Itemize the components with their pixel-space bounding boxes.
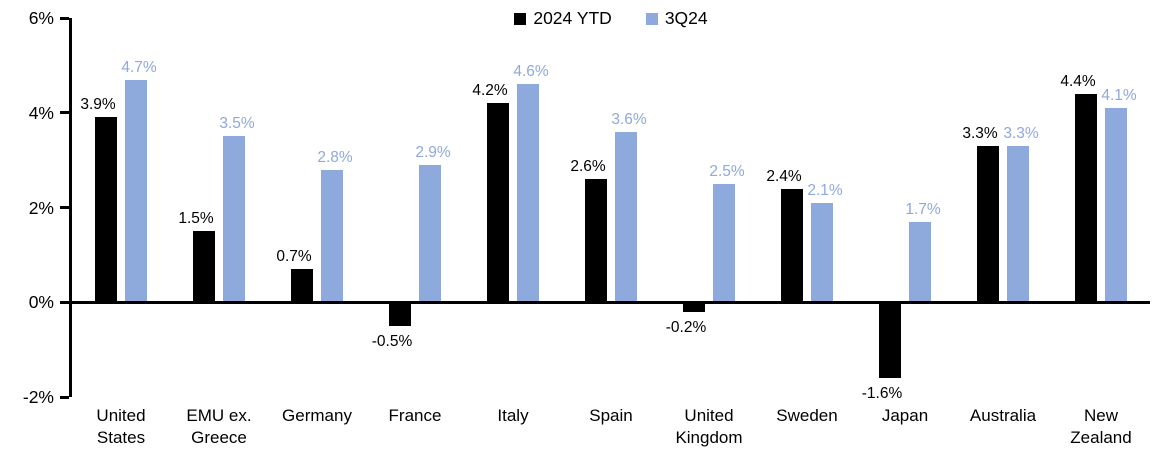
y-axis-tick: [60, 300, 69, 304]
value-label-3q24-8: 1.7%: [905, 200, 941, 218]
value-label-3q24-7: 2.1%: [807, 181, 843, 199]
x-category-label: United Kingdom: [675, 406, 743, 448]
value-label-3q24-6: 2.5%: [709, 162, 745, 180]
x-category-label: Sweden: [776, 406, 838, 425]
bar-2024-ytd-5: [585, 179, 607, 303]
value-label-2024-ytd-1: 1.5%: [178, 210, 214, 228]
value-label-3q24-4: 4.6%: [513, 63, 549, 81]
y-tick-label: 4%: [28, 102, 54, 123]
bar-2024-ytd-7: [781, 188, 803, 303]
bar-3q24-3: [419, 164, 441, 303]
value-label-2024-ytd-3: -0.5%: [371, 332, 413, 350]
legend-item-3q24: 3Q24: [645, 8, 708, 29]
bar-2024-ytd-4: [487, 103, 509, 303]
bar-3q24-9: [1007, 145, 1029, 303]
bar-3q24-2: [321, 169, 343, 303]
bar-3q24-7: [811, 202, 833, 303]
value-label-3q24-3: 2.9%: [415, 143, 451, 161]
bar-2024-ytd-2: [291, 269, 313, 303]
legend-swatch-2024-ytd: [514, 12, 527, 25]
value-label-2024-ytd-4: 4.2%: [472, 82, 508, 100]
y-axis-tick: [60, 16, 69, 20]
x-category-label: Germany: [282, 406, 352, 425]
value-label-2024-ytd-7: 2.4%: [766, 167, 802, 185]
value-label-3q24-10: 4.1%: [1101, 87, 1137, 104]
value-label-2024-ytd-5: 2.6%: [570, 158, 606, 176]
bar-2024-ytd-1: [193, 231, 215, 303]
chart-legend: 2024 YTD 3Q24: [72, 8, 1150, 29]
y-tick-label: -2%: [22, 387, 54, 407]
legend-swatch-3q24: [645, 12, 658, 25]
x-category-label: United States: [96, 406, 146, 448]
value-label-3q24-0: 4.7%: [121, 58, 157, 76]
bar-2024-ytd-3: [389, 302, 411, 326]
value-label-2024-ytd-9: 3.3%: [962, 124, 998, 142]
value-label-3q24-5: 3.6%: [611, 110, 647, 128]
x-category-label: New Zealand: [1070, 406, 1132, 448]
value-label-2024-ytd-0: 3.9%: [80, 96, 116, 114]
value-label-3q24-9: 3.3%: [1003, 124, 1039, 142]
y-tick-label: 2%: [28, 197, 54, 218]
value-label-2024-ytd-8: -1.6%: [861, 385, 903, 403]
x-category-label: Italy: [497, 406, 529, 425]
value-label-2024-ytd-2: 0.7%: [276, 248, 312, 266]
y-axis-tick: [60, 111, 69, 115]
bar-2024-ytd-10: [1075, 93, 1097, 303]
x-category-label: Australia: [969, 406, 1037, 425]
y-axis-tick: [60, 206, 69, 209]
bar-3q24-1: [223, 136, 245, 303]
bar-2024-ytd-6: [683, 302, 705, 312]
bar-3q24-8: [909, 221, 931, 303]
legend-item-2024-ytd: 2024 YTD: [514, 8, 612, 29]
bar-2024-ytd-0: [95, 117, 117, 303]
x-category-label: Spain: [589, 406, 633, 425]
legend-label-2024-ytd: 2024 YTD: [533, 8, 612, 28]
x-category-label: EMU ex. Greece: [186, 406, 252, 448]
bar-3q24-6: [713, 183, 735, 303]
bar-3q24-10: [1105, 108, 1127, 303]
value-label-2024-ytd-10: 4.4%: [1060, 72, 1096, 90]
bar-2024-ytd-8: [879, 302, 901, 379]
value-label-2024-ytd-6: -0.2%: [665, 318, 707, 336]
y-axis-line: [69, 18, 72, 397]
legend-label-3q24: 3Q24: [664, 8, 708, 28]
bar-3q24-5: [615, 131, 637, 303]
bar-3q24-4: [517, 84, 539, 303]
x-category-label: Japan: [881, 406, 929, 425]
y-tick-label: 6%: [28, 8, 54, 28]
value-label-3q24-1: 3.5%: [219, 115, 255, 133]
x-category-label: France: [388, 406, 442, 425]
y-tick-label: 0%: [28, 292, 54, 313]
y-axis-tick: [60, 395, 69, 399]
value-label-3q24-2: 2.8%: [317, 148, 353, 166]
zero-line: [72, 300, 1150, 304]
bar-2024-ytd-9: [977, 145, 999, 303]
bar-3q24-0: [125, 79, 147, 303]
